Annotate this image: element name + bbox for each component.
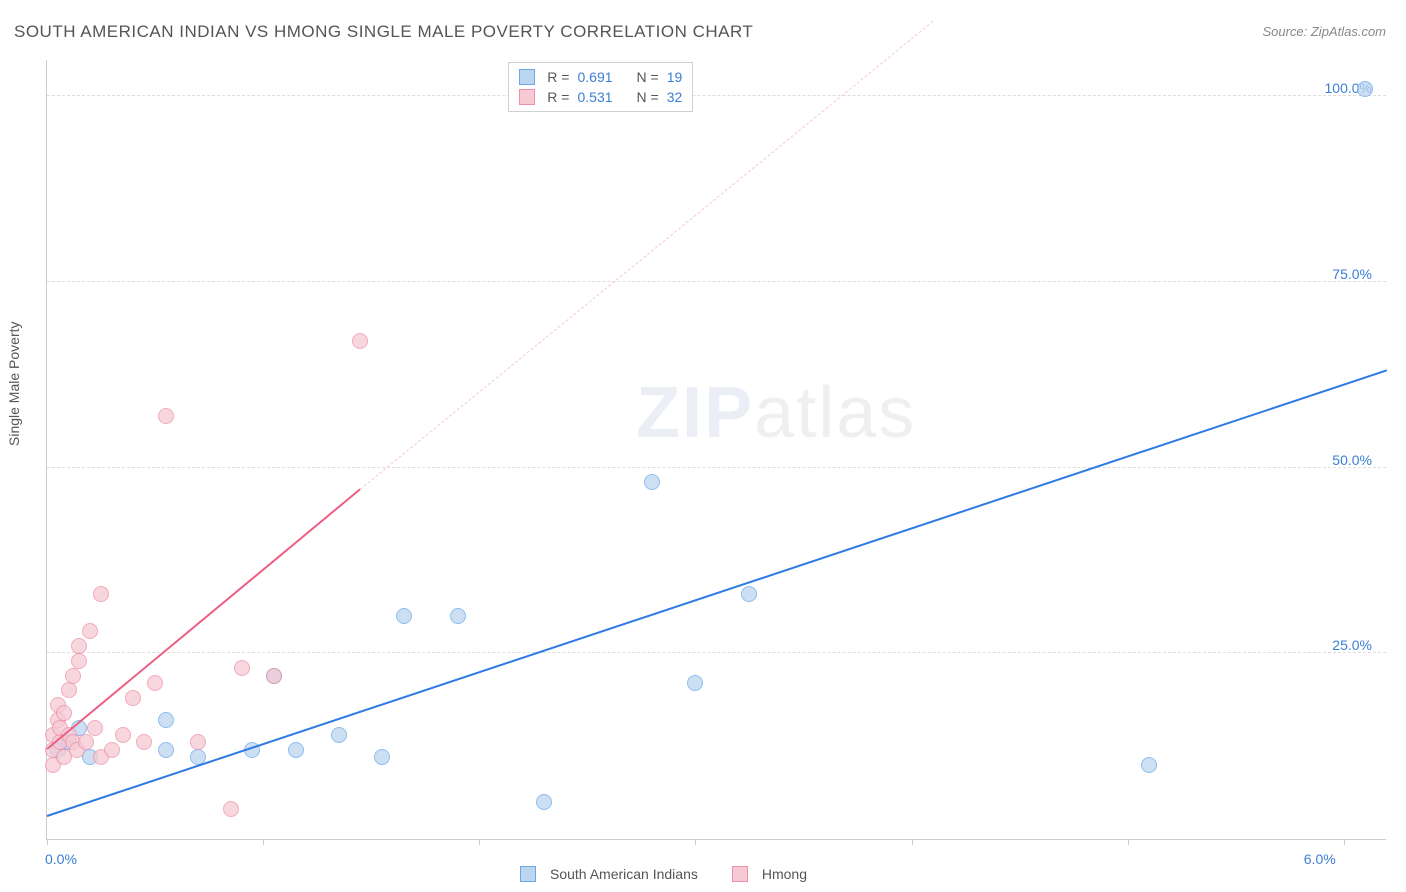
data-point (158, 742, 174, 758)
plot-area: ZIPatlas 25.0%50.0%75.0%100.0%0.0%6.0% (46, 60, 1386, 840)
data-point (115, 727, 131, 743)
data-point (61, 682, 77, 698)
data-point (288, 742, 304, 758)
legend-swatch (519, 89, 535, 105)
watermark-atlas: atlas (754, 373, 916, 453)
data-point (644, 474, 660, 490)
r-label: R = (547, 69, 569, 85)
y-tick-label: 50.0% (1332, 452, 1372, 468)
legend-stat-row: R = 0.691 N = 19 (519, 67, 682, 87)
gridline (47, 652, 1386, 653)
data-point (352, 333, 368, 349)
y-tick-label: 25.0% (1332, 637, 1372, 653)
n-value: 32 (667, 89, 683, 105)
watermark: ZIPatlas (636, 372, 916, 454)
data-point (450, 608, 466, 624)
legend-label: Hmong (762, 866, 807, 882)
x-tick-label: 0.0% (45, 851, 77, 867)
legend-stats: R = 0.691 N = 19 R = 0.531 N = 32 (508, 62, 693, 112)
data-point (1357, 81, 1373, 97)
n-label: N = (637, 69, 659, 85)
legend-swatch (732, 866, 748, 882)
data-point (331, 727, 347, 743)
data-point (396, 608, 412, 624)
x-tick (912, 839, 913, 845)
legend-swatch (519, 69, 535, 85)
trend-line (46, 488, 361, 750)
x-tick (695, 839, 696, 845)
data-point (136, 734, 152, 750)
data-point (82, 623, 98, 639)
chart-title: SOUTH AMERICAN INDIAN VS HMONG SINGLE MA… (14, 22, 753, 42)
legend-swatch (520, 866, 536, 882)
data-point (87, 720, 103, 736)
x-tick (263, 839, 264, 845)
r-value: 0.531 (577, 89, 612, 105)
watermark-zip: ZIP (636, 373, 754, 453)
data-point (234, 660, 250, 676)
data-point (93, 586, 109, 602)
gridline (47, 281, 1386, 282)
gridline (47, 95, 1386, 96)
data-point (266, 668, 282, 684)
x-tick (479, 839, 480, 845)
data-point (190, 734, 206, 750)
legend-label: South American Indians (550, 866, 698, 882)
data-point (687, 675, 703, 691)
gridline (47, 467, 1386, 468)
data-point (741, 586, 757, 602)
data-point (104, 742, 120, 758)
data-point (158, 712, 174, 728)
n-label: N = (637, 89, 659, 105)
data-point (56, 705, 72, 721)
y-tick-label: 75.0% (1332, 266, 1372, 282)
data-point (78, 734, 94, 750)
data-point (158, 408, 174, 424)
trend-line (47, 369, 1388, 817)
data-point (1141, 757, 1157, 773)
data-point (125, 690, 141, 706)
x-tick (47, 839, 48, 845)
legend-series: South American Indians Hmong (520, 866, 831, 882)
data-point (536, 794, 552, 810)
y-axis-label: Single Male Poverty (6, 321, 22, 446)
r-label: R = (547, 89, 569, 105)
data-point (71, 638, 87, 654)
x-tick (1128, 839, 1129, 845)
x-tick (1344, 839, 1345, 845)
data-point (223, 801, 239, 817)
data-point (71, 653, 87, 669)
legend-stat-row: R = 0.531 N = 32 (519, 87, 682, 107)
data-point (65, 668, 81, 684)
r-value: 0.691 (577, 69, 612, 85)
data-point (147, 675, 163, 691)
source-label: Source: ZipAtlas.com (1262, 24, 1386, 39)
n-value: 19 (667, 69, 683, 85)
x-tick-label: 6.0% (1304, 851, 1336, 867)
data-point (374, 749, 390, 765)
